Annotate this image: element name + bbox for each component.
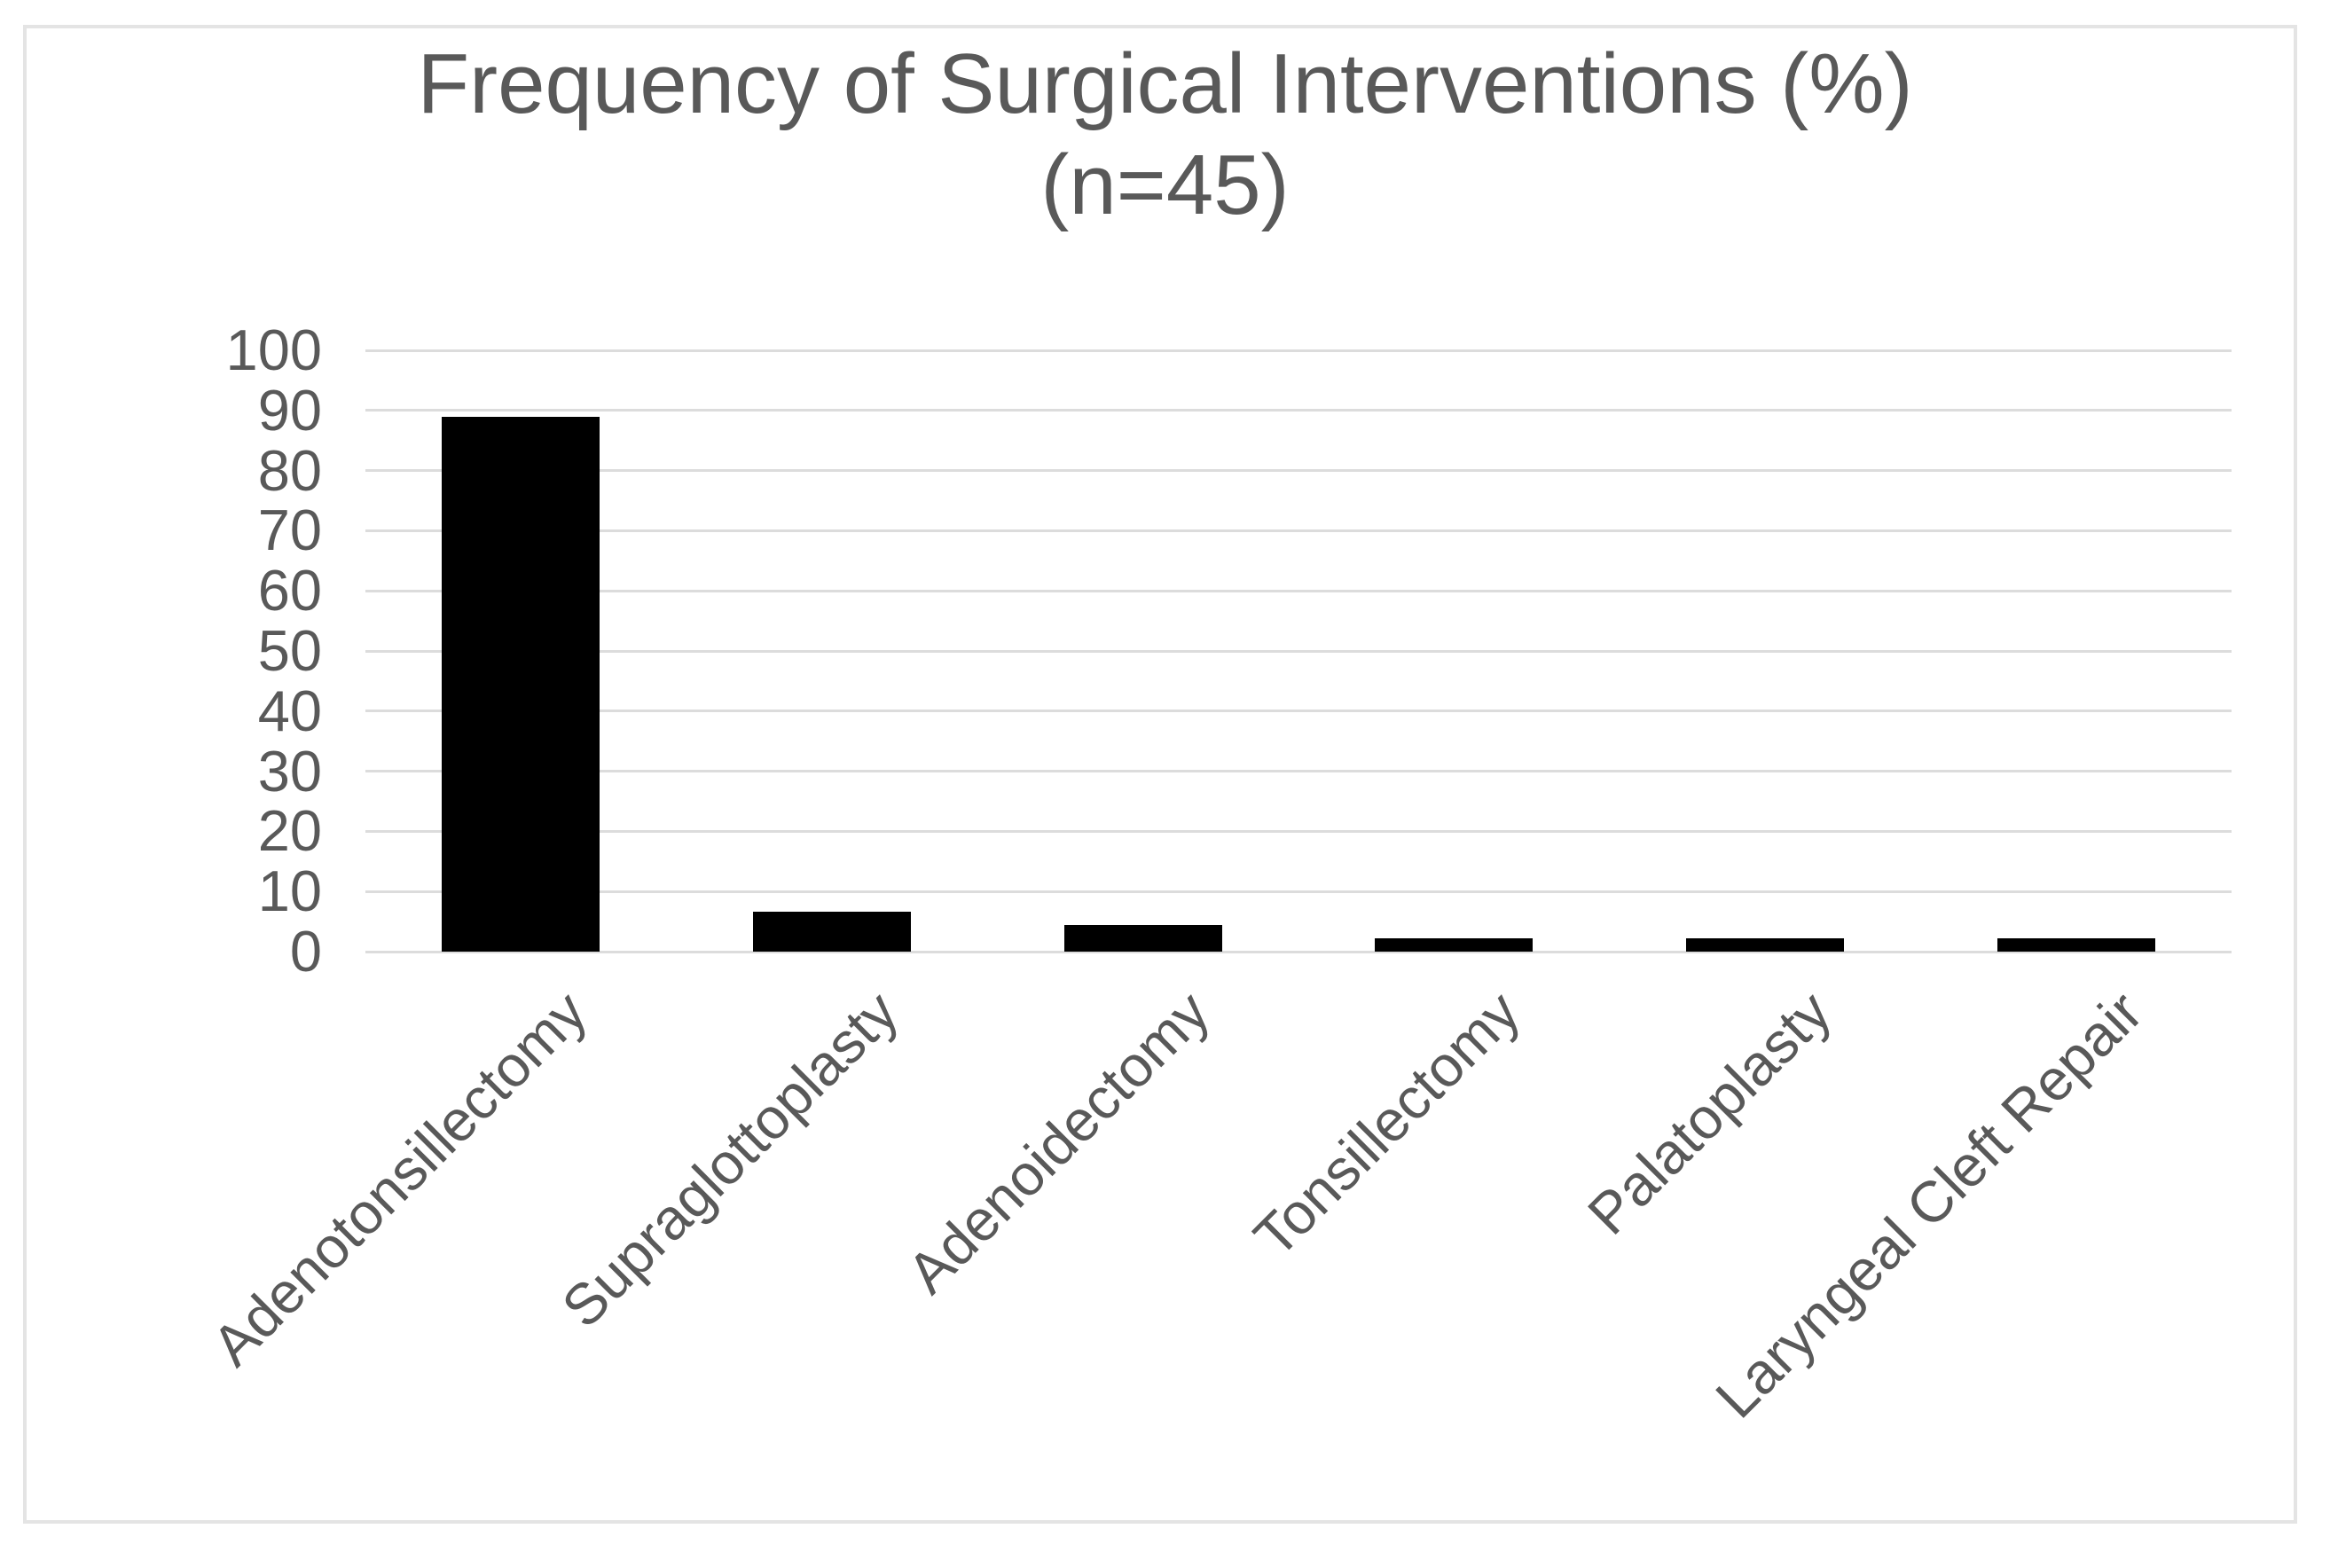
y-axis-tick-label: 0: [289, 919, 322, 984]
y-axis-tick-label: 30: [257, 738, 322, 804]
y-axis-tick-label: 60: [257, 558, 322, 623]
bar: [1063, 925, 1222, 952]
gridline: [365, 950, 2232, 953]
gridline: [365, 770, 2232, 773]
y-axis-tick-label: 70: [257, 498, 322, 563]
gridline: [365, 409, 2232, 412]
chart-title-line1: Frequency of Surgical Interventions (%): [417, 36, 1913, 131]
gridline: [365, 529, 2232, 532]
chart-frame: [23, 25, 2297, 1524]
gridline: [365, 829, 2232, 833]
gridline: [365, 710, 2232, 713]
chart-title-line2: (n=45): [1040, 137, 1290, 232]
gridline: [365, 890, 2232, 893]
bar: [753, 911, 911, 952]
bar: [1997, 938, 2155, 952]
y-axis-tick-label: 40: [257, 678, 322, 743]
gridline: [365, 589, 2232, 592]
gridline: [365, 469, 2232, 473]
gridline: [365, 349, 2232, 352]
y-axis-tick-label: 90: [257, 377, 322, 443]
gridline: [365, 649, 2232, 653]
y-axis-tick-label: 10: [257, 858, 322, 924]
bar: [442, 417, 600, 952]
y-axis-tick-label: 80: [257, 437, 322, 503]
y-axis-tick-label: 100: [225, 318, 322, 382]
y-axis-tick-label: 50: [257, 618, 322, 683]
chart-title: Frequency of Surgical Interventions (%) …: [0, 34, 2330, 236]
bar: [1375, 938, 1534, 952]
y-axis-tick-label: 20: [257, 798, 322, 864]
bar: [1686, 938, 1844, 952]
